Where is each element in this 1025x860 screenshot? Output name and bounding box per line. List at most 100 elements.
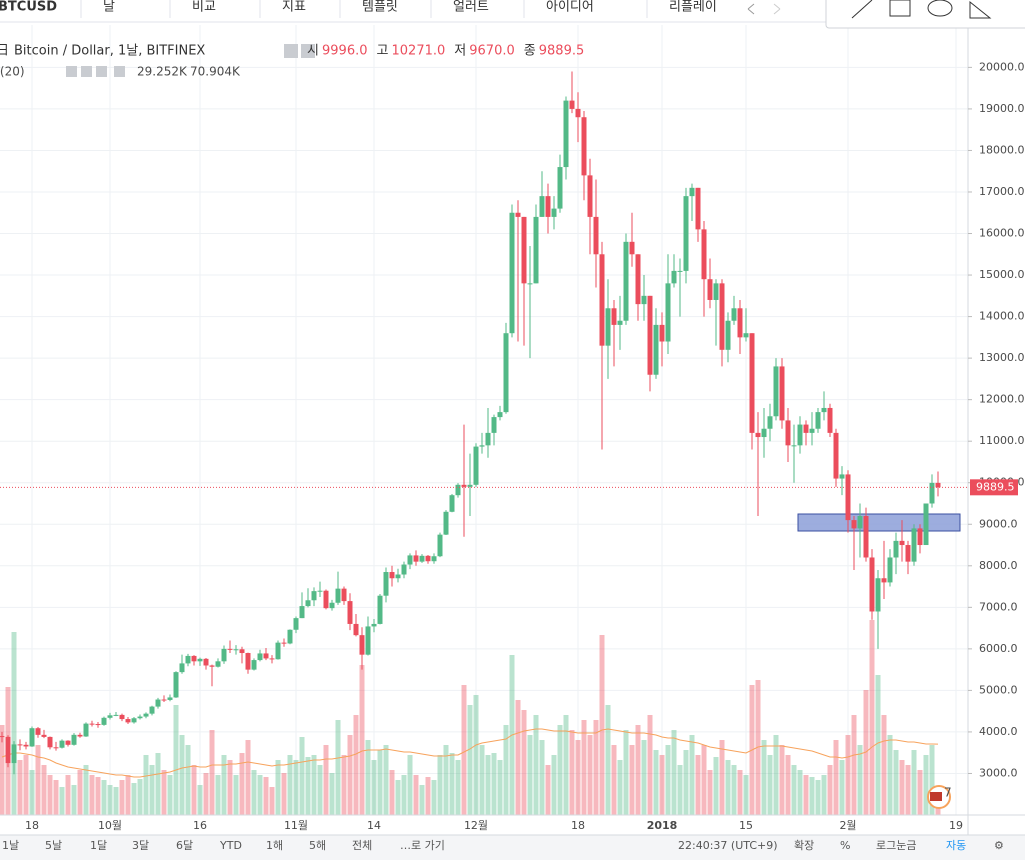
volume-bar [899,760,905,815]
toolbar-item[interactable]: 아이디어 [546,0,594,15]
toolbar-item[interactable]: 비교 [192,0,216,15]
candle-body [437,534,443,557]
volume-bar [407,755,413,815]
rect-tool[interactable] [889,0,911,17]
volume-ma-line [1,728,939,778]
range-button[interactable]: 1날 [2,839,19,852]
rectangle-drawing[interactable] [797,513,961,532]
range-button[interactable]: 전체 [352,839,372,852]
candle-body [59,740,65,748]
range-button[interactable]: 5날 [45,839,62,852]
y-tick-label: 20000.0 [979,60,1025,73]
y-tick-label: 7000.0 [979,600,1018,613]
volume-bar [647,715,653,815]
y-axis: 3000.0 4000.0 5000.0 6000.0 7000.0 8000.0 9000… [968,60,1025,779]
trend-line-tool[interactable] [851,0,873,19]
ellipse-tool[interactable] [927,0,953,17]
volume-bar [209,730,215,815]
volume-bar [833,740,839,815]
range-button[interactable]: 1달 [90,839,107,852]
volume-bar [491,753,497,815]
volume-bar [29,770,35,815]
volume-bar [347,735,353,815]
volume-name: 볼륨 (20) [0,65,25,79]
candle-body [269,658,275,660]
volume-bar [41,765,47,815]
settings-gear[interactable]: ⚙ [994,839,1004,852]
volume-bar [155,753,161,815]
volume-icons[interactable] [66,66,125,77]
range-button[interactable]: YTD [219,839,242,852]
goto-date[interactable]: …로 가기 [400,839,445,852]
x-tick-label: 15 [739,819,753,832]
bottom-controls: 1날 5날 1달 3달 6달 YTD 1해 5해 전체 확장% 로그눈금 자동 [2,838,966,852]
undo-redo[interactable] [747,3,781,15]
symbol[interactable]: BTCUSD [0,0,57,15]
volume-bar [659,755,665,815]
axis-option[interactable]: 확장 [794,839,814,852]
candle-body [581,117,587,176]
symbol-icon: 日 [0,44,9,59]
volume-bar [665,745,671,815]
candle-body [209,665,215,667]
volume-bar [77,770,83,815]
range-button[interactable]: 5해 [309,838,326,852]
volume-bar [137,779,143,815]
candle-body [311,591,317,601]
candle-body [299,606,305,619]
candle-body [539,196,545,217]
candle-body [443,511,449,535]
candle-body [251,660,257,670]
range-button[interactable]: 1해 [266,838,283,852]
axis-option[interactable]: 자동 [946,839,966,852]
volume-bar [83,765,89,815]
toolbar-item[interactable]: 지표 [282,0,306,15]
volume-bar [857,745,863,815]
candle-body [599,254,605,346]
candle-body [593,216,599,255]
toolbar-item[interactable]: 리플레이 [669,0,717,15]
candle-body [827,407,833,433]
volume-bar [569,730,575,815]
volume-bar [803,775,809,815]
volume-bar [623,730,629,815]
axis-option[interactable]: % [840,839,850,852]
volume-bar [173,705,179,815]
volume-bar [539,740,545,815]
volume-bar [359,665,365,815]
toolbar-item[interactable]: 날 [103,0,115,15]
volume-bar [269,787,275,815]
volume-ma-value: 70.904K [190,65,241,79]
volume-bar [503,725,509,815]
axis-option[interactable]: 로그눈금 [876,839,916,852]
candle-body [635,254,641,305]
volume-bar [389,770,395,815]
range-button[interactable]: 3달 [132,839,149,852]
volume-bar [839,760,845,815]
volume-bar [689,735,695,815]
candle-body [485,432,491,446]
settings-icon[interactable] [301,44,315,58]
candle-body [227,648,233,650]
volume-bar [185,745,191,815]
candle-body [167,697,173,700]
candle-body [77,734,83,737]
candle-body [287,629,293,644]
y-tick-label: 5000.0 [979,683,1018,696]
candle-body [23,744,29,747]
range-button[interactable]: 6달 [176,839,193,852]
eye-icon[interactable] [284,44,298,58]
y-tick-label: 8000.0 [979,559,1018,572]
toolbar-item[interactable]: 얼러트 [453,0,489,15]
bottom-bar [0,835,1025,860]
candle-body [371,623,377,627]
toolbar-item[interactable]: 템플릿 [362,0,398,15]
candle-body [515,212,521,217]
volume-bar [479,745,485,815]
triangle-tool[interactable] [969,0,992,19]
volume-bar [275,760,281,815]
candle-body [347,601,353,624]
x-tick-label: 14 [367,819,381,832]
candle-body [11,744,17,764]
